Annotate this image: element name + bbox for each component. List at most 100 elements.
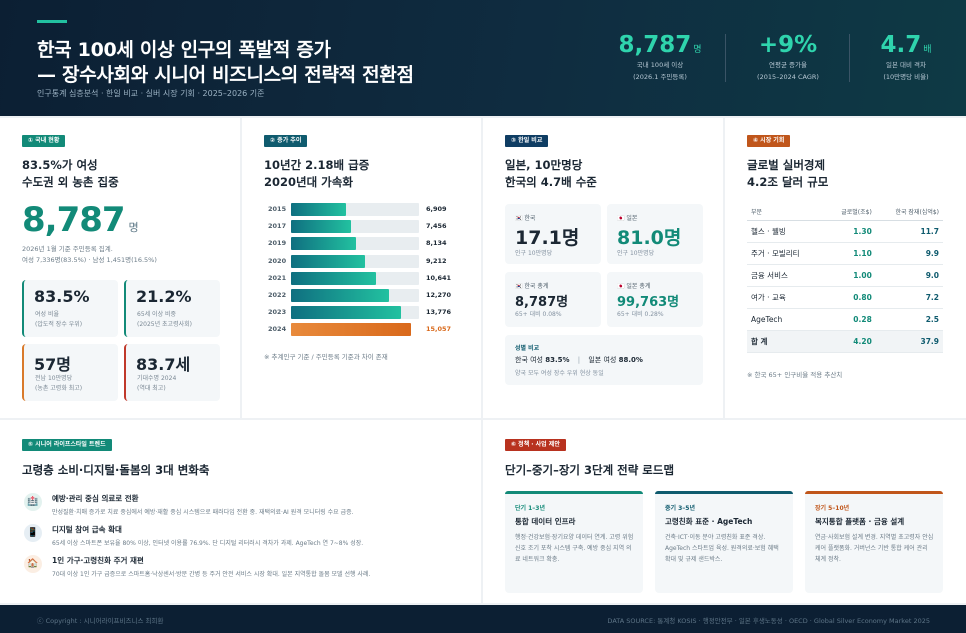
bar-value-label: 10,641 bbox=[426, 273, 452, 282]
hospital-icon: 🏥 bbox=[24, 493, 42, 511]
bar-category-label: 2021 bbox=[268, 273, 287, 282]
kpi-growth-rate: +9% 연평균 증가율 (2015–2024 CAGR) bbox=[740, 32, 836, 82]
bar-track bbox=[291, 203, 419, 216]
bar-value-label: 9,212 bbox=[426, 256, 447, 265]
kpi-value: 8,787 bbox=[618, 32, 692, 58]
bar-category-label: 2024 bbox=[268, 325, 287, 334]
bar-row: 2019 8,134 bbox=[264, 237, 474, 251]
bar-track bbox=[291, 271, 419, 285]
bar bbox=[291, 203, 346, 216]
roadmap-card-long: 장기 5–10년 복지통합 플랫폼 · 금융 설계 연금·사회보험 설계 변경.… bbox=[805, 491, 943, 593]
section-title: 10년간 2.18배 급증 2020년대 가속화 bbox=[264, 158, 370, 189]
bar bbox=[291, 254, 365, 268]
compare-card-japan-total: 🇯🇵 일본 총계 99,763명 65+ 대비 0.28% bbox=[607, 272, 703, 327]
footer: ⓒ Copyright : 시니어라이프비즈니스 최희환 DATA SOURCE… bbox=[0, 605, 966, 633]
roadmap-card-mid: 중기 3–5년 고령친화 표준 · AgeTech 건축·ICT·이동 분야 고… bbox=[655, 491, 793, 593]
bar-row: 2015 6,909 bbox=[264, 203, 474, 217]
bar-category-label: 2020 bbox=[268, 256, 287, 265]
table-row: 금융 서비스 1.00 9.0 bbox=[747, 264, 943, 287]
korea-flag-icon: 🇰🇷 bbox=[515, 283, 523, 290]
section-title: 고령층 소비·디지털·돌봄의 3대 변화축 bbox=[22, 463, 210, 477]
table-row: 여가 · 교육 0.80 7.2 bbox=[747, 286, 943, 309]
kpi-label: 연평균 증가율 bbox=[769, 61, 807, 69]
header-accent-line bbox=[37, 20, 67, 23]
bar bbox=[291, 323, 411, 337]
section-tag-policy: ⑥ 정책 · 사업 제안 bbox=[505, 439, 566, 451]
bar-row: 2021 10,641 bbox=[264, 271, 474, 286]
bar bbox=[291, 220, 351, 234]
stat-card: 83.7세 기대수명 2024 (역대 최고) bbox=[124, 344, 220, 401]
domestic-note: 2026년 1월 기준 주민등록 집계. 여성 7,336명(83.5%) · … bbox=[22, 245, 157, 264]
japan-flag-icon: 🇯🇵 bbox=[617, 283, 625, 290]
bar-category-label: 2017 bbox=[268, 222, 287, 231]
bar bbox=[291, 289, 389, 302]
kpi-divider bbox=[849, 34, 850, 82]
page-title-line1: 한국 100세 이상 인구의 폭발적 증가 bbox=[37, 39, 331, 61]
bar-category-label: 2019 bbox=[268, 239, 287, 248]
section-title: 단기–중기–장기 3단계 전략 로드맵 bbox=[505, 463, 675, 477]
trend-note: ※ 추계인구 기준 / 주민등록 기준과 차이 존재 bbox=[264, 353, 388, 361]
section-tag-lifestyle: ⑤ 시니어 라이프스타일 트렌드 bbox=[22, 439, 112, 451]
bar-value-label: 8,134 bbox=[426, 239, 447, 248]
stat-card: 83.5% 여성 비율 (압도적 장수 우위) bbox=[22, 280, 118, 337]
trend-desc: 65세 이상 스마트폰 보유율 80% 이상, 인터넷 이용률 76.9%. 단… bbox=[52, 540, 364, 547]
kpi-value: 4.7 bbox=[880, 32, 922, 58]
trend-title: 1인 가구·고령친화 주거 재편 bbox=[52, 556, 144, 565]
bar-value-label: 15,057 bbox=[426, 325, 452, 334]
compare-card-korea: 🇰🇷 한국 17.1명 인구 10만명당 bbox=[505, 204, 601, 264]
bar-track bbox=[291, 220, 419, 234]
gender-compare-box: 성별 비교 한국 여성 83.5% | 일본 여성 88.0% 양국 모두 여성… bbox=[505, 335, 703, 385]
kpi-divider bbox=[725, 34, 726, 82]
bar-track bbox=[291, 289, 419, 302]
market-note: ※ 한국 65+ 인구비율 적용 추산치 bbox=[747, 371, 843, 379]
section-tag-compare: ③ 한일 비교 bbox=[505, 135, 549, 147]
bar-category-label: 2015 bbox=[268, 205, 287, 213]
bar-category-label: 2023 bbox=[268, 308, 287, 317]
bar-track bbox=[291, 306, 419, 320]
section-title: 일본, 10만명당 한국의 4.7배 수준 bbox=[505, 158, 597, 189]
bar-row: 2022 12,270 bbox=[264, 289, 474, 303]
kpi-japan-gap: 4.7 배 일본 대비 격차 (10만명당 비율) bbox=[858, 32, 954, 82]
page-subtitle: 인구통계 심층분석 · 한일 비교 · 실버 시장 기회 · 2025–2026… bbox=[37, 89, 265, 98]
section-title: 83.5%가 여성 수도권 외 농촌 집중 bbox=[22, 158, 119, 189]
smartphone-icon: 📱 bbox=[24, 524, 42, 542]
section-tag-domestic: ① 국내 현황 bbox=[22, 135, 66, 147]
kpi-label: (10만명당 비율) bbox=[883, 73, 929, 81]
kpi-unit: 명 bbox=[693, 45, 702, 55]
stat-card: 57명 전남 10만명당 (농촌 고령화 최고) bbox=[22, 344, 118, 401]
page-title-line2: — 장수사회와 시니어 비즈니스의 전략적 전환점 bbox=[37, 64, 414, 86]
bar-track bbox=[291, 323, 411, 337]
kpi-label: 국내 100세 이상 bbox=[636, 61, 684, 69]
stat-card: 21.2% 65세 이상 비중 (2025년 초고령사회) bbox=[124, 280, 220, 337]
compare-card-japan: 🇯🇵 일본 81.0명 인구 10만명당 bbox=[607, 204, 703, 264]
korea-flag-icon: 🇰🇷 bbox=[515, 215, 523, 222]
panel-trend bbox=[242, 118, 481, 418]
kpi-label: 일본 대비 격차 bbox=[885, 61, 926, 69]
bar-category-label: 2022 bbox=[268, 291, 287, 299]
kpi-unit: 배 bbox=[923, 45, 932, 55]
roadmap-card-short: 단기 1–3년 통합 데이터 인프라 행정·건강보험·장기요양 데이터 연계. … bbox=[505, 491, 643, 593]
house-icon: 🏠 bbox=[24, 555, 42, 573]
bar-value-label: 6,909 bbox=[426, 205, 447, 213]
bar-value-label: 13,776 bbox=[426, 308, 452, 317]
section-title: 글로벌 실버경제 4.2조 달러 규모 bbox=[747, 158, 829, 189]
kpi-label: (2015–2024 CAGR) bbox=[757, 73, 819, 81]
bar-value-label: 7,456 bbox=[426, 222, 447, 231]
section-tag-trend: ② 증가 추이 bbox=[264, 135, 308, 147]
kpi-label: (2026.1 주민등록) bbox=[633, 73, 687, 81]
section-tag-market: ④ 시장 기회 bbox=[747, 135, 791, 147]
bar-row: 2020 9,212 bbox=[264, 254, 474, 269]
trend-title: 디지털 참여 급속 확대 bbox=[52, 525, 122, 534]
bar-track bbox=[291, 254, 419, 268]
bar bbox=[291, 237, 356, 251]
copyright-text: ⓒ Copyright : 시니어라이프비즈니스 최희환 bbox=[37, 617, 164, 625]
trend-title: 예방·관리 중심 의료로 전환 bbox=[52, 494, 139, 503]
japan-flag-icon: 🇯🇵 bbox=[617, 215, 625, 222]
bar-row: 2024 15,057 bbox=[264, 323, 474, 337]
bar bbox=[291, 271, 376, 285]
table-total-row: 합 계 4.20 37.9 bbox=[747, 330, 943, 353]
data-source-text: DATA SOURCE: 통계청 KOSIS · 행정안전부 · 일본 후생노동… bbox=[607, 617, 930, 625]
compare-card-korea-total: 🇰🇷 한국 총계 8,787명 65+ 대비 0.08% bbox=[505, 272, 601, 327]
bar-track bbox=[291, 237, 419, 251]
kpi-value: +9% bbox=[758, 32, 818, 58]
